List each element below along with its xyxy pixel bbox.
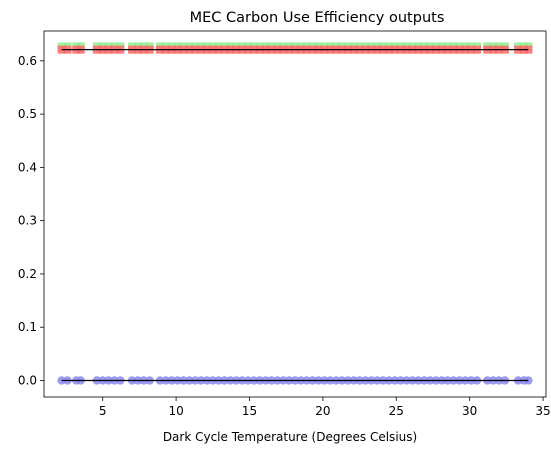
x-tick-label-20: 20 <box>315 404 330 418</box>
x-tick-label-5: 5 <box>99 404 107 418</box>
y-tick-label-0.3: 0.3 <box>18 214 37 228</box>
x-tick-label-15: 15 <box>242 404 257 418</box>
y-tick-label-0.1: 0.1 <box>18 320 37 334</box>
series-lines <box>61 49 529 382</box>
x-axis-ticks: 5 10 15 20 25 30 35 <box>99 397 551 418</box>
x-tick-label-35: 35 <box>535 404 550 418</box>
x-tick-label-30: 30 <box>462 404 477 418</box>
x-tick-label-25: 25 <box>389 404 404 418</box>
x-axis-label: Dark Cycle Temperature (Degrees Celsius) <box>163 430 417 444</box>
y-tick-label-0.6: 0.6 <box>18 54 37 68</box>
y-tick-label-0.4: 0.4 <box>18 160 37 174</box>
y-tick-label-0.0: 0.0 <box>18 373 37 387</box>
plot-area-frame <box>43 30 547 398</box>
y-tick-label-0.5: 0.5 <box>18 107 37 121</box>
y-axis-ticks: 0.0 0.1 0.2 0.3 0.4 0.5 0.6 <box>18 54 44 387</box>
chart-title: MEC Carbon Use Efficiency outputs <box>190 10 445 26</box>
x-tick-label-10: 10 <box>168 404 183 418</box>
y-tick-label-0.2: 0.2 <box>18 267 37 281</box>
